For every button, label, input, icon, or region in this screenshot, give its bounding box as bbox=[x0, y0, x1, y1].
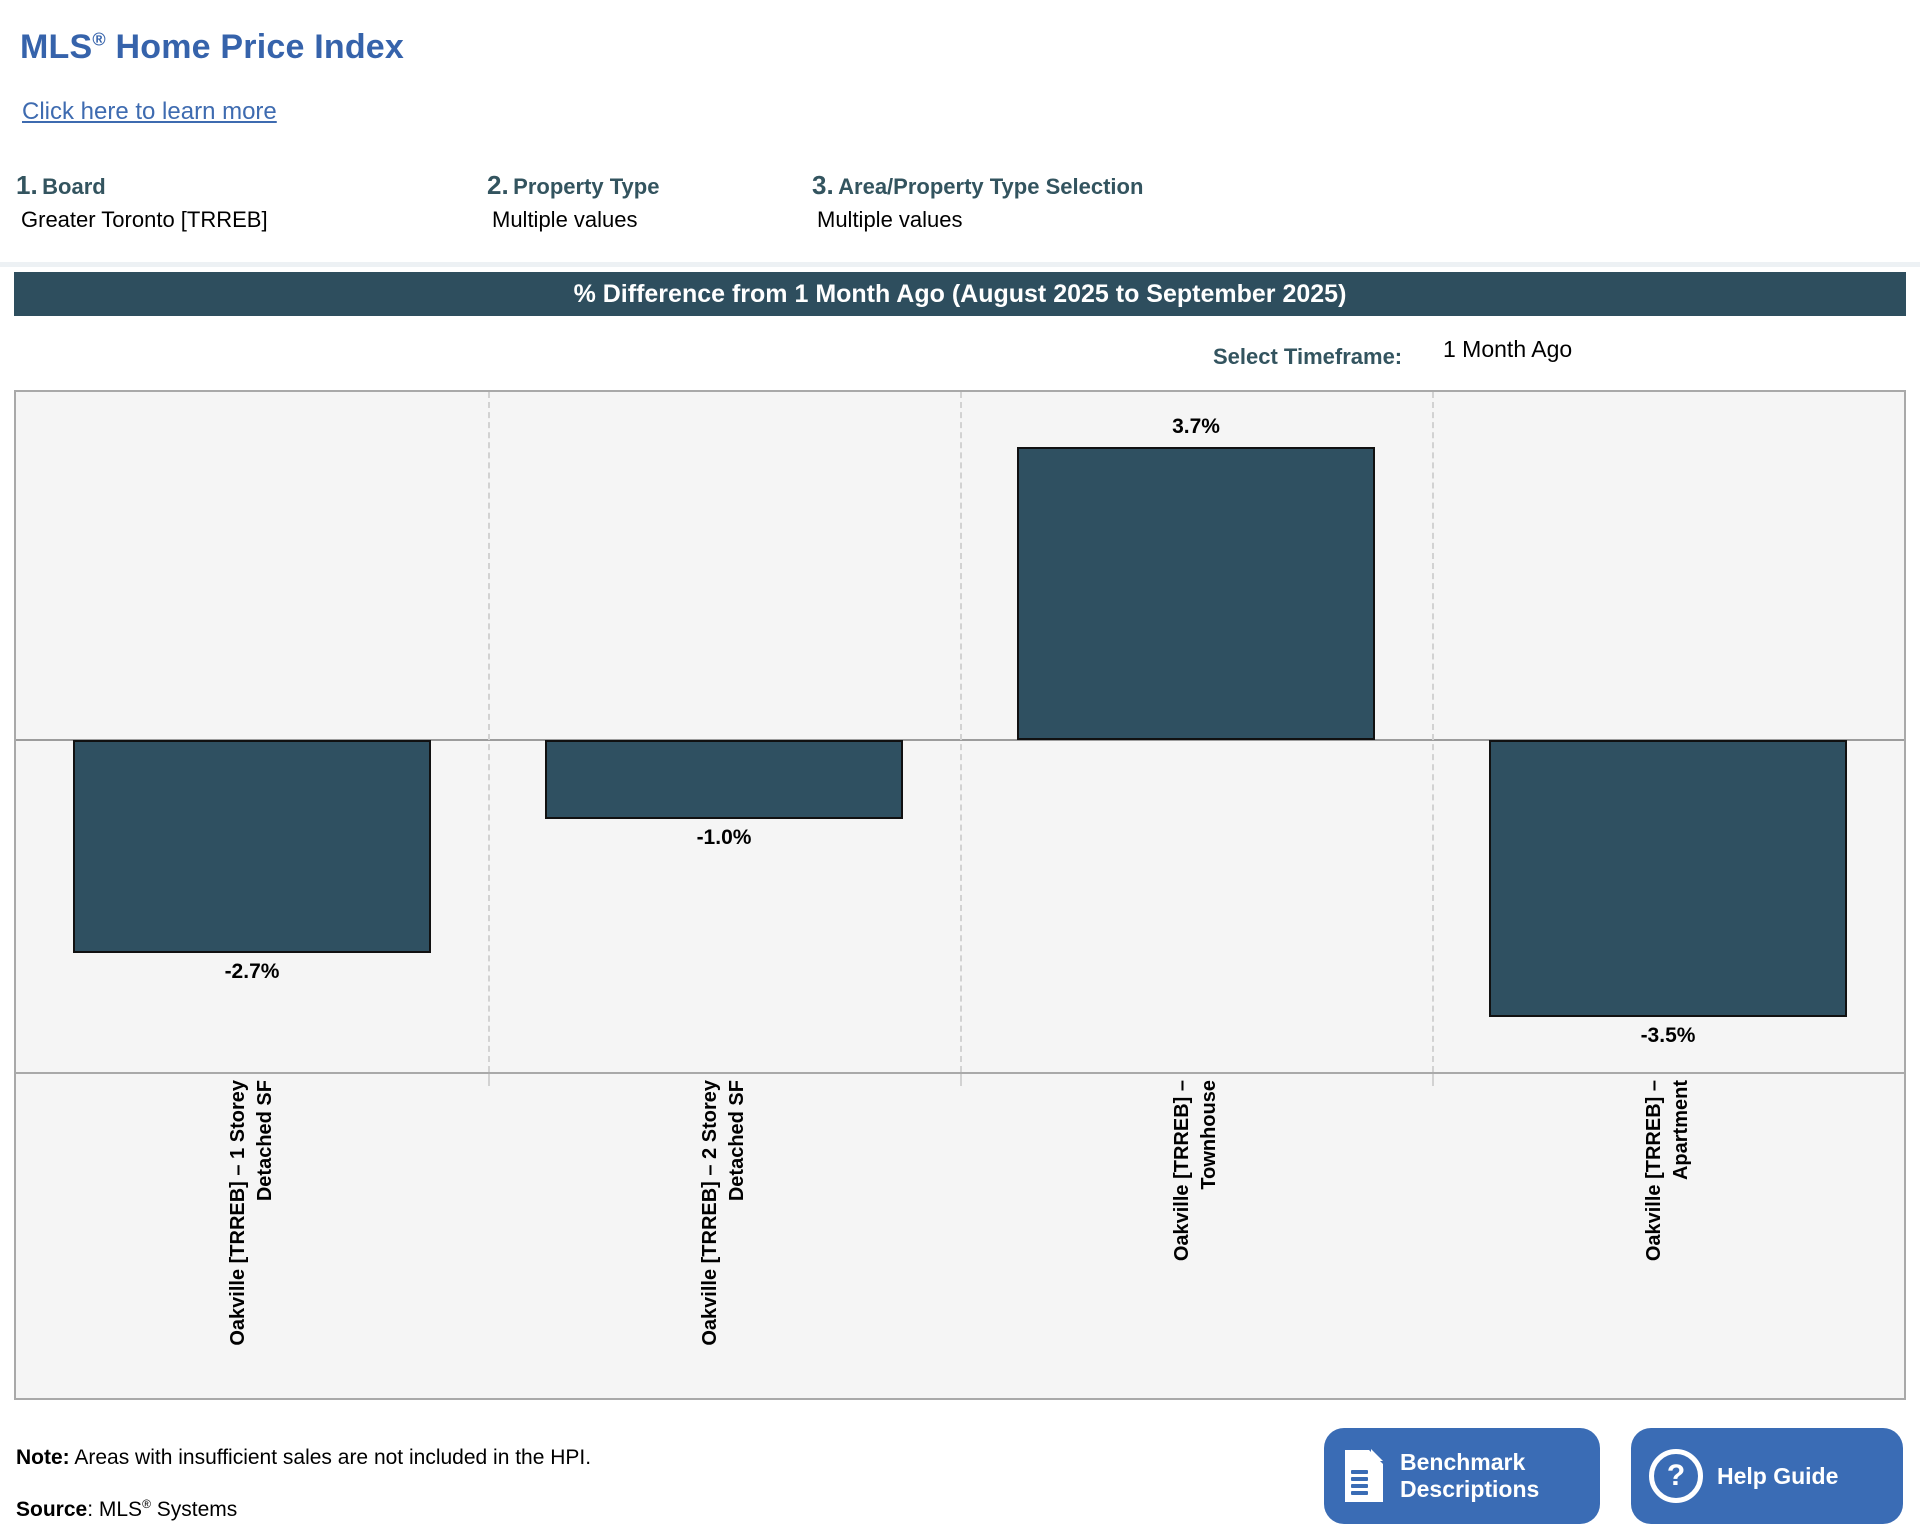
registered-mark: ® bbox=[92, 29, 106, 50]
axis-tick bbox=[488, 1074, 490, 1086]
benchmark-label-line1: Benchmark bbox=[1400, 1449, 1526, 1475]
chart-categories: Oakville [TRREB] – 1 Storey Detached SF Oa… bbox=[16, 1072, 1904, 1398]
benchmark-button-label: Benchmark Descriptions bbox=[1400, 1449, 1539, 1503]
filter-board: 1. Board Greater Toronto [TRREB] bbox=[16, 170, 268, 233]
filter-property-type-name: Property Type bbox=[513, 174, 660, 199]
chart-column: -2.7% bbox=[16, 392, 488, 1072]
bar-mark[interactable] bbox=[72, 740, 432, 953]
category-label: Oakville [TRREB] – 1 Storey Detached SF bbox=[227, 1080, 276, 1346]
axis-tick bbox=[960, 1074, 962, 1086]
category-cell: Oakville [TRREB] – 2 Storey Detached SF bbox=[488, 1074, 960, 1398]
filter-property-type-value[interactable]: Multiple values bbox=[492, 207, 638, 232]
filter-board-name: Board bbox=[42, 174, 106, 199]
category-cell: Oakville [TRREB] – Townhouse bbox=[960, 1074, 1432, 1398]
column-divider-gridline bbox=[960, 392, 962, 1072]
help-button-label: Help Guide bbox=[1717, 1462, 1839, 1489]
document-icon bbox=[1345, 1449, 1383, 1502]
source-suffix: Systems bbox=[150, 1498, 238, 1521]
column-divider-gridline bbox=[1432, 392, 1434, 1072]
category-label: Oakville [TRREB] – 2 Storey Detached SF bbox=[699, 1080, 748, 1346]
bar-value-label: -2.7% bbox=[224, 960, 280, 983]
filter-area-name: Area/Property Type Selection bbox=[838, 174, 1144, 199]
axis-tick bbox=[1432, 1074, 1434, 1086]
bar-mark[interactable] bbox=[544, 740, 904, 819]
chart-plot-area: -2.7% -1.0% 3.7% -3.5% bbox=[16, 392, 1904, 1072]
chart-column: 3.7% bbox=[960, 392, 1432, 1072]
source-body: : MLS bbox=[87, 1498, 143, 1521]
filter-area-value[interactable]: Multiple values bbox=[817, 207, 963, 232]
timeframe-label: Select Timeframe: bbox=[1213, 344, 1403, 369]
note-body: Areas with insufficient sales are not in… bbox=[74, 1446, 592, 1469]
page-title: MLS® Home Price Index bbox=[20, 28, 404, 67]
help-guide-button[interactable]: ? Help Guide bbox=[1631, 1428, 1903, 1524]
category-cell: Oakville [TRREB] – 1 Storey Detached SF bbox=[16, 1074, 488, 1398]
category-label: Oakville [TRREB] – Townhouse bbox=[1171, 1080, 1220, 1262]
learn-more-link[interactable]: Click here to learn more bbox=[22, 98, 277, 125]
category-label: Oakville [TRREB] – Apartment bbox=[1643, 1080, 1692, 1262]
chart-title-banner: % Difference from 1 Month Ago (August 20… bbox=[14, 272, 1906, 316]
filter-property-type: 2. Property Type Multiple values bbox=[487, 170, 659, 233]
filter-property-type-label: 2. Property Type bbox=[487, 170, 659, 201]
filter-property-type-number: 2. bbox=[487, 170, 509, 200]
filter-board-value[interactable]: Greater Toronto [TRREB] bbox=[21, 207, 268, 232]
page-title-rest: Home Price Index bbox=[105, 28, 405, 66]
bar-value-label: -1.0% bbox=[696, 826, 752, 849]
question-icon: ? bbox=[1649, 1449, 1703, 1503]
source-label: Source bbox=[16, 1498, 88, 1521]
category-cell: Oakville [TRREB] – Apartment bbox=[1432, 1074, 1904, 1398]
bar-mark[interactable] bbox=[1488, 740, 1848, 1017]
filter-area-selection: 3. Area/Property Type Selection Multiple… bbox=[812, 170, 1143, 233]
page-title-text: MLS bbox=[20, 28, 93, 66]
source-text: Source: MLS® Systems bbox=[16, 1497, 237, 1522]
filter-area-label: 3. Area/Property Type Selection bbox=[812, 170, 1143, 201]
filter-board-label: 1. Board bbox=[16, 170, 268, 201]
chart-column: -3.5% bbox=[1432, 392, 1904, 1072]
chart-column: -1.0% bbox=[488, 392, 960, 1072]
source-registered-mark: ® bbox=[142, 1497, 151, 1511]
note-label: Note: bbox=[16, 1446, 70, 1469]
benchmark-label-line2: Descriptions bbox=[1400, 1476, 1540, 1502]
timeframe-dropdown[interactable]: 1 Month Ago bbox=[1443, 336, 1573, 362]
banner-top-divider bbox=[0, 262, 1920, 267]
bar-mark[interactable] bbox=[1016, 447, 1376, 740]
bar-value-label: -3.5% bbox=[1640, 1024, 1696, 1047]
bar-value-label: 3.7% bbox=[1172, 415, 1220, 438]
note-text: Note: Areas with insufficient sales are … bbox=[16, 1446, 591, 1470]
filter-area-number: 3. bbox=[812, 170, 834, 200]
bar-chart: -2.7% -1.0% 3.7% -3.5% Oakville [TRREB] – 1… bbox=[14, 390, 1906, 1400]
benchmark-descriptions-button[interactable]: Benchmark Descriptions bbox=[1324, 1428, 1600, 1524]
column-divider-gridline bbox=[488, 392, 490, 1072]
filter-board-number: 1. bbox=[16, 170, 38, 200]
